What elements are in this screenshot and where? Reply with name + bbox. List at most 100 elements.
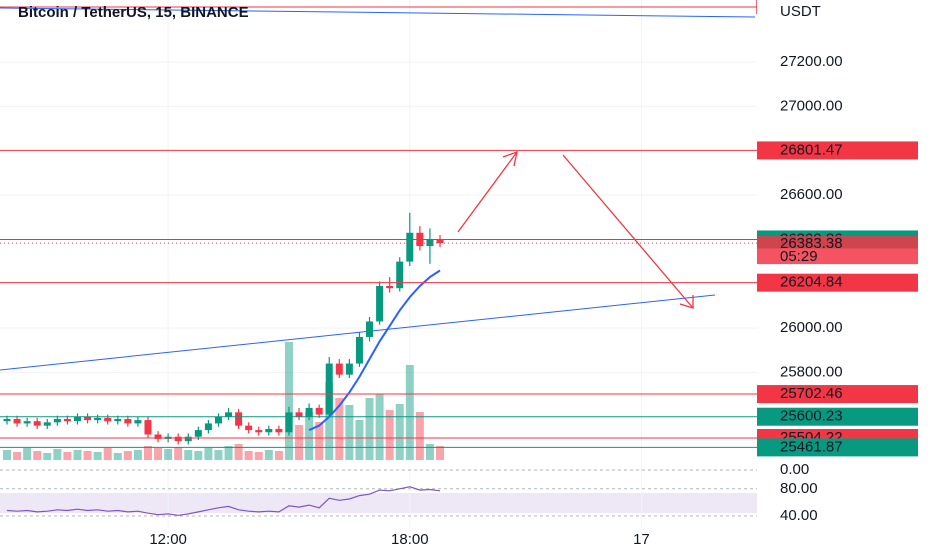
trend-line [0, 294, 716, 371]
candle-body [184, 436, 192, 442]
x-tick-label: 18:00 [391, 531, 429, 548]
volume-bar [234, 444, 243, 460]
volume-bar [365, 398, 374, 460]
volume-bar [154, 448, 163, 460]
chart-title: Bitcoin / TetherUS, 15, BINANCE [18, 4, 249, 21]
candle-body [396, 261, 404, 289]
candle-body [134, 420, 142, 424]
candle-body [53, 418, 61, 423]
candle-body [426, 239, 434, 247]
volume-bar [103, 448, 112, 460]
candle-body [386, 285, 394, 289]
candle-body [84, 416, 92, 421]
candle-body [114, 418, 122, 422]
candle-body [285, 412, 293, 433]
candle-body [295, 412, 303, 417]
volume-bar [93, 452, 102, 460]
arrow-head [502, 150, 518, 167]
ma-line [308, 269, 441, 432]
osc-tick-label: 0.00 [780, 461, 809, 478]
candle-body [3, 418, 11, 422]
arrow [457, 151, 518, 233]
candle-body [63, 418, 71, 422]
volume-bar [83, 451, 92, 460]
candle-body [406, 232, 414, 262]
candle-body [255, 430, 263, 433]
candle-body [376, 285, 384, 322]
rsi-line [6, 486, 441, 516]
arrow [562, 154, 694, 309]
candle-body [13, 418, 21, 424]
candle-body [235, 412, 243, 426]
candle-body [33, 421, 41, 426]
volume-bar [335, 398, 344, 460]
volume-bar [395, 404, 404, 460]
price-label-box [757, 141, 918, 160]
y-tick-label: 27200.00 [780, 53, 843, 70]
x-tick-label: 17 [633, 531, 650, 548]
candle-body [204, 423, 212, 431]
price-label-box [757, 407, 918, 426]
volume-bar [415, 412, 424, 460]
volume-bar [224, 446, 233, 460]
volume-bar [133, 450, 142, 460]
candle-body [275, 428, 283, 433]
volume-bar [305, 412, 314, 460]
volume-bar [254, 452, 263, 460]
volume-bar [73, 450, 82, 460]
volume-bar [244, 451, 253, 460]
volume-bar [113, 453, 122, 460]
plot [0, 149, 757, 516]
volume-bar [194, 451, 203, 460]
volume-bar [295, 425, 304, 460]
arrow-head [679, 295, 694, 309]
volume-bar [3, 450, 11, 460]
candle-body [335, 363, 343, 375]
candle-body [124, 418, 132, 424]
price-label-box [757, 385, 918, 404]
volume-bar [53, 449, 62, 460]
candle-body [194, 430, 202, 437]
price-label: 25702.46 [780, 385, 843, 402]
volume-bar [315, 422, 324, 460]
price-label: 25461.87 [780, 438, 843, 455]
volume-bar [436, 446, 445, 460]
candle-body [144, 420, 152, 435]
candle-body [345, 363, 353, 375]
price-label-box [757, 273, 918, 292]
candle-body [214, 416, 222, 424]
candle-body [436, 239, 444, 244]
candle-body [355, 336, 363, 364]
volume-bar [174, 447, 183, 460]
volume-bar [325, 382, 334, 460]
volume-bar [405, 365, 414, 460]
volume-bar [164, 449, 173, 460]
volume-bar [214, 450, 223, 460]
volume-bar [123, 451, 132, 460]
candle-body [225, 412, 233, 417]
candle-body [366, 321, 374, 337]
price-label: 26801.47 [780, 141, 843, 158]
volume-bar [33, 451, 42, 460]
candle-body [315, 407, 323, 415]
price-label: 25600.23 [780, 408, 843, 425]
volume-bar [13, 452, 22, 460]
candle-body [43, 422, 51, 426]
drawn-line [0, 7, 756, 18]
rsi-tick-label: 40.00 [780, 507, 818, 524]
currency: USDT [780, 3, 821, 20]
candle-body [154, 434, 162, 439]
volume-bar [355, 420, 364, 460]
candle-body [174, 436, 182, 442]
volume-bar [274, 451, 283, 460]
candle-body [325, 363, 333, 415]
price-label: 26383.38 [780, 235, 843, 252]
candle-body [73, 416, 81, 422]
rsi-tick-label: 80.00 [780, 480, 818, 497]
candle-body [94, 417, 102, 421]
price-label-box [757, 438, 918, 457]
volume-bar [375, 394, 384, 460]
price-label: 26204.84 [780, 274, 843, 291]
candle-body [23, 421, 31, 424]
